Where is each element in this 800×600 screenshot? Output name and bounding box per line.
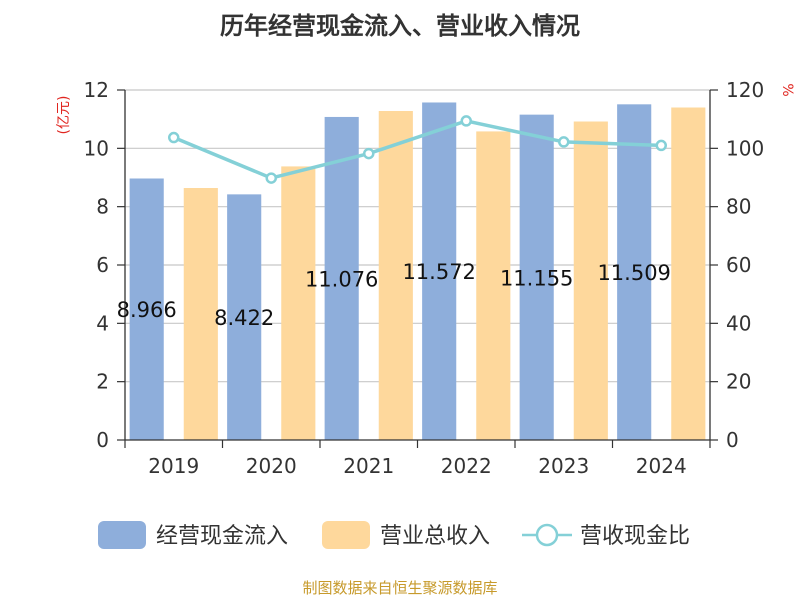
legend-label: 营业总收入 [380,524,490,549]
y-right-tick-label: 60 [726,253,751,277]
legend: 经营现金流入 营业总收入 营收现金比 [98,521,690,549]
y-left-tick-label: 12 [84,78,109,102]
line-series [168,115,667,184]
y-right-tick-label: 0 [726,428,739,452]
line-point [460,115,472,127]
x-tick-label: 2021 [343,454,394,478]
y-right-tick-label: 40 [726,311,751,335]
line-point [363,147,375,160]
bar-revenue [183,188,218,440]
data-label: 11.572 [402,260,475,284]
legend-label: 经营现金流入 [156,524,288,549]
bar-revenue [281,166,316,440]
y-left-tick-label: 8 [96,195,109,219]
line-point [168,131,180,144]
x-tick-label: 2020 [246,454,297,478]
bars [129,102,706,440]
y-right-tick-label: 120 [726,78,764,102]
x-tick-label: 2022 [441,454,492,478]
legend-swatch [98,521,146,549]
bar-cash-inflow [422,102,457,440]
y-left-tick-label: 4 [96,311,109,335]
chart-title: 历年经营现金流入、营业收入情况 [220,12,580,40]
bar-cash-inflow [617,104,652,440]
y-right-unit: % [779,83,795,96]
data-labels: 8.966 8.422 11.076 11.572 11.155 11.509 [117,260,671,330]
x-tick-label: 2024 [636,454,687,478]
bar-cash-inflow [324,116,359,440]
bar-revenue [378,111,413,440]
y-right-tick-label: 100 [726,136,764,160]
data-label: 8.422 [214,306,274,330]
y-left-tick-label: 0 [96,428,109,452]
data-label: 11.155 [500,266,573,290]
y-right-tick-label: 20 [726,370,751,394]
data-label: 11.509 [597,261,670,285]
line-point [655,139,667,152]
source-note: 制图数据来自恒生聚源数据库 [302,579,497,597]
line-ratio [173,119,662,180]
x-tick-label: 2023 [538,454,589,478]
bar-revenue [573,121,608,440]
y-right-tick-label: 80 [726,195,751,219]
y-left-tick-label: 10 [84,136,109,160]
bar-revenue [671,107,706,440]
gridlines [125,89,710,383]
x-tick-label: 2019 [148,454,199,478]
bar-cash-inflow [129,178,164,440]
bar-revenue [476,131,511,440]
y-left-tick-label: 6 [96,253,109,277]
data-label: 8.966 [117,298,177,322]
bar-cash-inflow [519,114,554,440]
legend-swatch [322,521,370,549]
line-point [265,172,277,184]
line-point [558,136,570,148]
y-left-unit: (亿元) [56,96,72,135]
y-left-tick-label: 2 [96,370,109,394]
legend-marker [535,523,559,547]
bar-cash-inflow [227,194,262,440]
data-label: 11.076 [305,267,378,291]
legend-label: 营收现金比 [580,524,690,549]
